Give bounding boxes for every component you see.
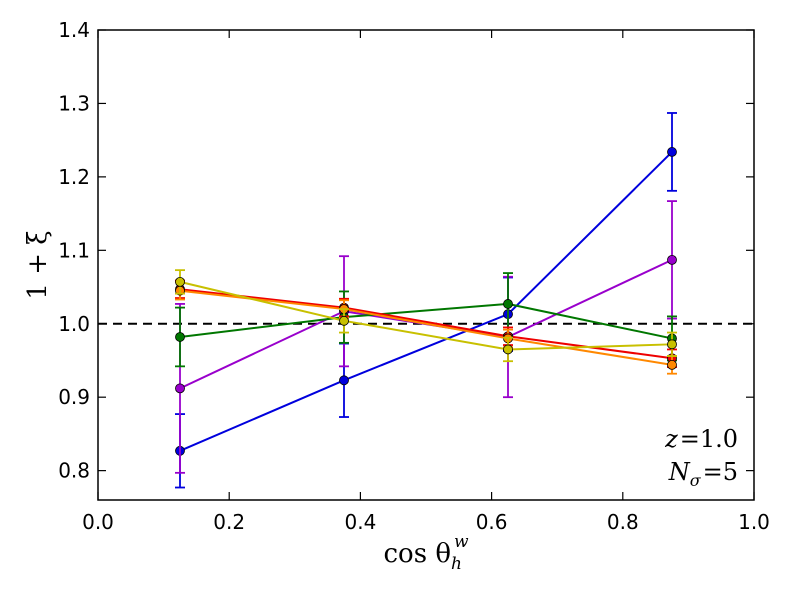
x-axis-label-sub: h — [451, 554, 462, 574]
x-tick-label-2: 0.4 — [344, 510, 376, 534]
redshift-annotation: z=1.0 — [664, 425, 738, 453]
y-tick-label-5: 1.3 — [58, 91, 90, 115]
series-line-yellow — [179, 280, 673, 351]
data-point-green-0 — [175, 332, 185, 342]
y-tick-label-0: 0.8 — [58, 459, 90, 483]
data-point-orange-3 — [667, 359, 677, 370]
redshift-value: 1.0 — [700, 425, 738, 453]
nsigma-symbol: N — [668, 458, 691, 486]
nsigma-subscript: σ — [690, 471, 702, 490]
redshift-equals: = — [680, 425, 700, 453]
y-tick-label-3: 1.1 — [58, 238, 90, 262]
x-tick-label-1: 0.2 — [213, 510, 245, 534]
data-point-yellow-2 — [503, 344, 513, 355]
y-tick-label-1: 0.9 — [58, 385, 90, 409]
tick-layer: 0.0 0.2 0.4 0.6 0.8 1.0 0.8 0.9 1.0 1.1 1.2 1.3 1.4 — [58, 18, 770, 534]
nsigma-equals: = — [703, 458, 723, 486]
data-point-yellow-3 — [667, 339, 677, 350]
x-tick-label-0: 0.0 — [82, 510, 114, 534]
x-tick-label-5: 1.0 — [738, 510, 770, 534]
data-point-purple-0 — [175, 383, 185, 394]
x-axis-label-sup: w — [454, 532, 469, 552]
x-axis-label-base: cos θ — [384, 539, 451, 569]
x-axis-label: cos θhw — [384, 532, 469, 574]
series-line-orange — [179, 289, 673, 366]
x-tick-label-3: 0.6 — [476, 510, 508, 534]
x-tick-label-4: 0.8 — [607, 510, 639, 534]
data-point-yellow-1 — [339, 315, 349, 326]
y-axis-label: 1 + ξ — [23, 230, 53, 299]
redshift-symbol: z — [664, 425, 678, 453]
data-point-green-2 — [503, 299, 513, 309]
series-line-green — [179, 302, 673, 340]
series-line-blue — [179, 151, 673, 452]
nsigma-value: 5 — [723, 458, 738, 486]
plot-frame — [97, 29, 755, 501]
data-point-blue-3 — [667, 147, 677, 157]
series-layer — [175, 112, 677, 489]
y-tick-label-6: 1.4 — [58, 18, 90, 42]
y-tick-label-2: 1.0 — [58, 312, 90, 336]
data-point-blue-1 — [339, 375, 349, 386]
y-tick-label-4: 1.2 — [58, 165, 90, 189]
data-point-purple-3 — [667, 254, 677, 265]
data-point-yellow-0 — [175, 276, 185, 287]
nsigma-annotation: Nσ=5 — [668, 458, 738, 490]
plot-background — [98, 30, 754, 500]
series-yellow — [175, 269, 677, 363]
